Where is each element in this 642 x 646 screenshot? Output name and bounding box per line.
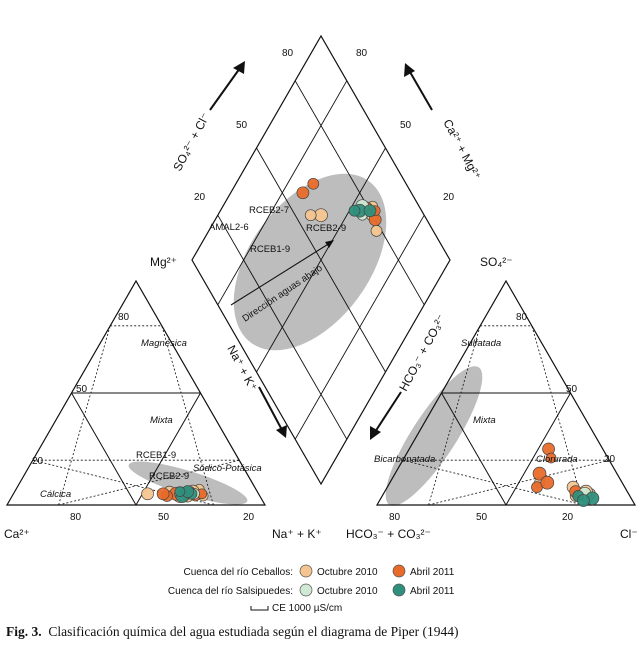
point-salsipuedes-abril-2011-anion <box>577 494 590 507</box>
anion-dgrid-b-50 <box>505 392 571 506</box>
zone-mixta-anion: Mixta <box>473 415 496 426</box>
sample-label-rceb2-7: RCEB2-7 <box>249 205 289 216</box>
zone-sodico: Sódico-Potásica <box>193 463 262 474</box>
diamond-frame <box>191 34 451 486</box>
figure-caption: Fig. 3. Clasificación química del agua e… <box>6 624 636 640</box>
point-ceballos-octubre-2010-diamond <box>370 225 383 237</box>
anion-ellipse <box>385 366 483 506</box>
dia-tick-80-right: 80 <box>356 48 368 59</box>
diamond-ellipse <box>233 173 387 351</box>
an-tick-80-bottom: 80 <box>389 512 401 523</box>
zone-calcica: Cálcica <box>40 489 71 500</box>
label-cl: Cl⁻ <box>620 527 638 541</box>
diamond-grid-a <box>217 80 348 306</box>
anion-frame <box>375 279 637 506</box>
an-tick-80-right: 80 <box>516 312 528 323</box>
an-tick-20-bottom: 20 <box>562 512 574 523</box>
zone-bicarbonatada: Bicarbonatada <box>374 454 435 465</box>
dia-tick-50-right: 50 <box>400 120 412 131</box>
point-salsipuedes-abril-2011-diamond <box>363 204 377 218</box>
cation-dgrid-b-50 <box>135 392 201 506</box>
point-ceballos-octubre-2010-cation <box>141 487 154 501</box>
an-tick-50-right: 50 <box>566 384 578 395</box>
direction-arrows <box>209 61 433 440</box>
point-salsipuedes-abril-2011-diamond <box>348 204 361 217</box>
scale-bar <box>250 606 269 611</box>
scale-label: CE 1000 µS/cm <box>272 603 342 614</box>
an-tick-50-bottom: 50 <box>476 512 488 523</box>
label-hco3: HCO₃⁻ + CO₃²⁻ <box>346 527 431 541</box>
sample-label-rceb1-9-cation: RCEB1-9 <box>136 450 176 461</box>
axis-hco3-co3: HCO₃⁻ + CO₃²⁻ <box>396 312 448 393</box>
sample-label-rceb2-9: RCEB2-9 <box>306 223 346 234</box>
anion-dgrid-a-50 <box>441 392 507 506</box>
sample-label-rceb2-9-cation: RCEB2-9 <box>149 471 189 482</box>
legend-group-salsipuedes: Cuenca del río Salsipuedes: <box>168 586 293 597</box>
point-salsipuedes-abril-2011-cation <box>174 486 186 497</box>
point-ceballos-abril-2011-diamond <box>296 186 310 200</box>
point-ceballos-octubre-2010-diamond <box>304 209 317 222</box>
diamond-grid-b <box>294 80 425 306</box>
legend-ceballos-octubre: Octubre 2010 <box>317 567 378 578</box>
dia-tick-80-left: 80 <box>282 48 294 59</box>
legend-salsipuedes-abril: Abril 2011 <box>410 586 455 597</box>
zone-sulfatada: Sulfatada <box>461 338 501 349</box>
cation-frame <box>5 279 267 506</box>
sample-points <box>141 177 600 507</box>
caption-label: Fig. 3. <box>6 624 42 639</box>
label-so4: SO₄²⁻ <box>480 255 513 269</box>
flow-arrow-head <box>325 240 334 248</box>
label-nak: Na⁺ + K⁺ <box>272 527 322 541</box>
flow-arrow <box>230 242 331 306</box>
cat-tick-80-bottom: 80 <box>70 512 82 523</box>
legend-marker-ceballos-octubre <box>299 564 313 578</box>
legend-marker-salsipuedes-octubre <box>299 583 313 597</box>
caption-text: Clasificación química del agua estudiada… <box>48 624 459 639</box>
cat-tick-50-left: 50 <box>76 384 88 395</box>
cat-tick-20-bottom: 20 <box>243 512 255 523</box>
point-ceballos-abril-2011-anion <box>545 452 557 464</box>
cation-ellipse <box>128 461 248 505</box>
legend-ceballos-abril: Abril 2011 <box>410 567 455 578</box>
zone-magnesica: Magnésica <box>141 338 187 349</box>
diamond-grid-b <box>256 147 386 373</box>
legend-group-ceballos: Cuenca del río Ceballos: <box>183 567 293 578</box>
legend-marker-ceballos-abril <box>392 564 406 578</box>
cat-tick-50-bottom: 50 <box>158 512 170 523</box>
point-ceballos-abril-2011-diamond <box>307 177 320 190</box>
cation-dgrid-a-50 <box>71 392 137 506</box>
sample-label-amal2-6: AMAL2-6 <box>209 222 249 233</box>
label-ca: Ca²⁺ <box>4 527 30 541</box>
axis-ca-mg: Ca²⁺ + Mg²⁺ <box>440 117 484 182</box>
label-mg: Mg²⁺ <box>150 255 177 269</box>
zone-clorurada: Clorurada <box>536 454 578 465</box>
dia-tick-20-left: 20 <box>194 192 206 203</box>
zone-mixta-cation: Mixta <box>150 415 173 426</box>
axis-so4-cl: SO₄²⁻ + Cl⁻ <box>170 110 212 173</box>
cat-tick-20-left: 20 <box>32 456 44 467</box>
cat-tick-80-left: 80 <box>118 312 130 323</box>
piper-diagram: Ca²⁺ Mg²⁺ Na⁺ + K⁺ HCO₃⁻ + CO₃²⁻ SO₄²⁻ C… <box>4 34 638 614</box>
legend-salsipuedes-octubre: Octubre 2010 <box>317 586 378 597</box>
an-tick-20-right: 20 <box>604 454 616 465</box>
legend: Cuenca del río Ceballos: Octubre 2010 Ab… <box>168 564 455 614</box>
frames <box>5 34 637 506</box>
sample-label-rceb1-9: RCEB1-9 <box>250 244 290 255</box>
legend-marker-salsipuedes-abril <box>392 583 406 597</box>
grid-lines <box>32 80 610 506</box>
point-ceballos-abril-2011-anion <box>540 475 555 490</box>
annotations <box>209 61 433 440</box>
point-ceballos-abril-2011-anion <box>532 466 547 481</box>
dia-tick-50-left: 50 <box>236 120 248 131</box>
point-ceballos-abril-2011-cation <box>156 487 170 501</box>
dia-tick-20-right: 20 <box>443 192 455 203</box>
